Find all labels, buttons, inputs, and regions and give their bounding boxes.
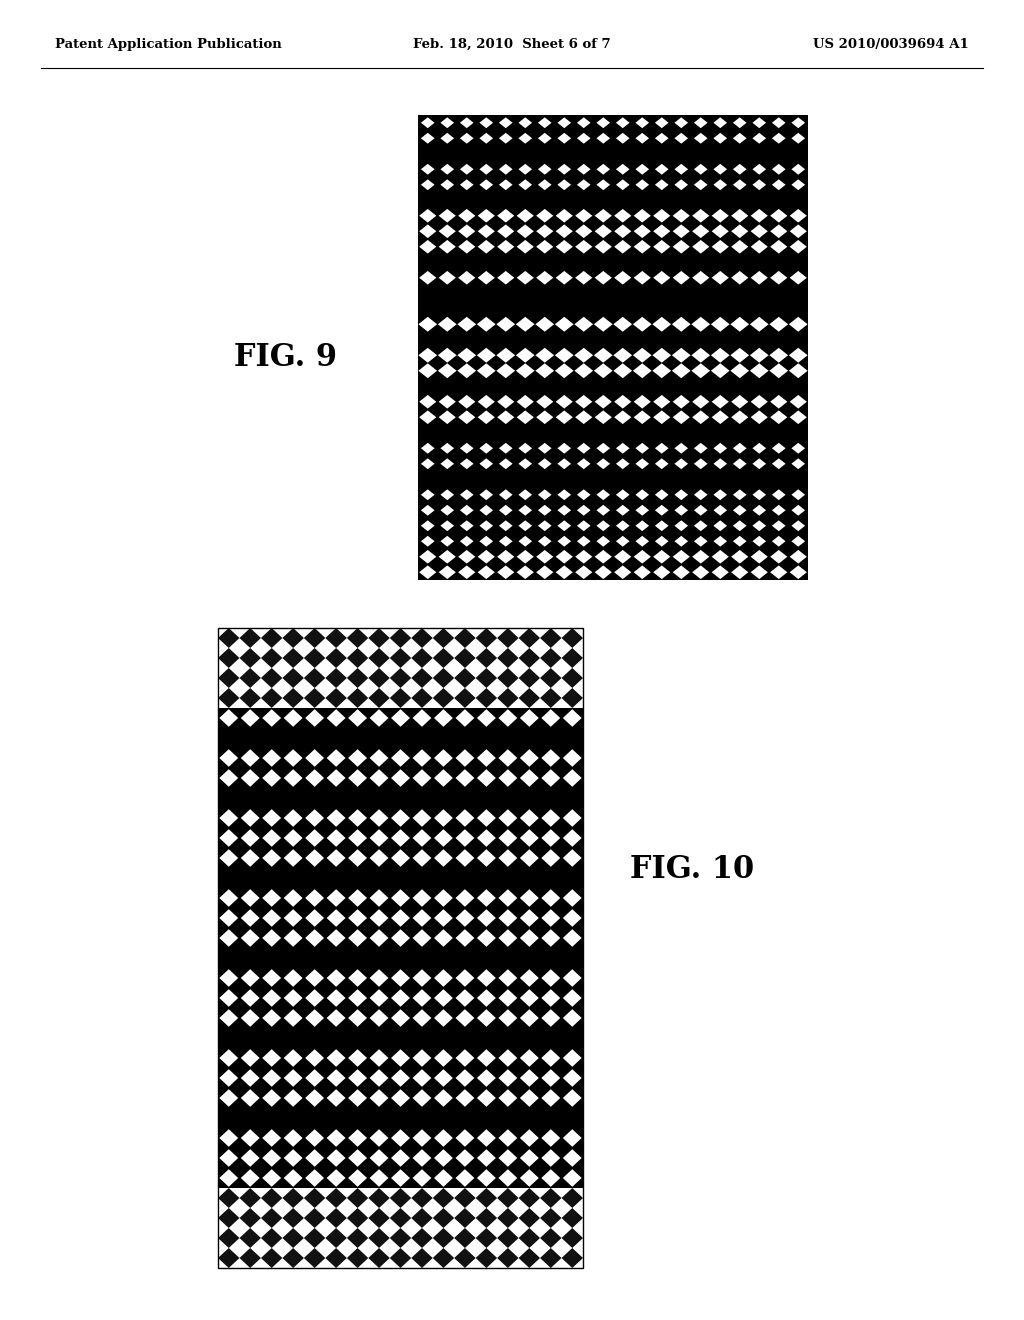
Bar — [218, 1168, 583, 1188]
Bar — [218, 928, 583, 948]
Bar — [218, 888, 583, 908]
Bar — [218, 768, 583, 788]
Bar — [218, 1107, 583, 1129]
Bar — [218, 808, 583, 828]
Text: Feb. 18, 2010  Sheet 6 of 7: Feb. 18, 2010 Sheet 6 of 7 — [414, 38, 610, 51]
Bar — [218, 1148, 583, 1168]
Text: Patent Application Publication: Patent Application Publication — [55, 38, 282, 51]
Bar — [218, 1028, 583, 1048]
Bar — [418, 115, 808, 579]
Bar — [218, 948, 583, 968]
Bar — [218, 1008, 583, 1028]
Bar — [218, 908, 583, 928]
Text: FIG. 9: FIG. 9 — [233, 342, 337, 374]
Bar — [218, 628, 583, 1269]
Bar — [218, 828, 583, 847]
Bar — [218, 1129, 583, 1148]
Bar — [218, 1068, 583, 1088]
Bar — [218, 788, 583, 808]
Bar — [218, 968, 583, 987]
Bar — [218, 847, 583, 869]
Bar — [218, 748, 583, 768]
Bar — [218, 1088, 583, 1107]
Bar — [218, 729, 583, 748]
Text: FIG. 10: FIG. 10 — [630, 854, 754, 886]
Text: US 2010/0039694 A1: US 2010/0039694 A1 — [813, 38, 969, 51]
Bar — [218, 708, 583, 729]
Bar — [218, 1048, 583, 1068]
Bar — [218, 987, 583, 1008]
Bar — [218, 869, 583, 888]
